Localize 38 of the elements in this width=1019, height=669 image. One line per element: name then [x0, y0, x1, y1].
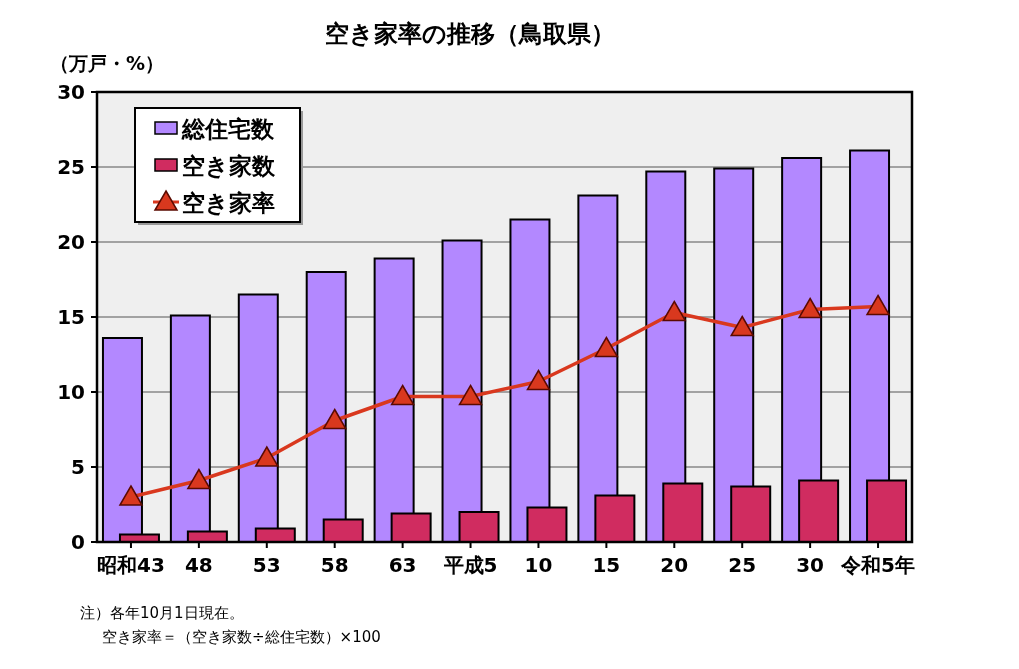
point — [187, 468, 211, 490]
text: 注）各年10月1日現在。 — [80, 604, 244, 622]
x-tick-label: 58 — [320, 553, 349, 577]
x-tick-label: 令和5年 — [840, 553, 915, 577]
x-tick-label: 昭和43 — [97, 553, 165, 577]
point — [119, 485, 143, 506]
x-tick-label: 25 — [728, 553, 757, 577]
point — [798, 297, 822, 319]
x-tick-label: 20 — [660, 553, 689, 577]
x-tick-label: 平成5 — [442, 553, 498, 577]
y-tick-label: 20 — [57, 230, 85, 254]
y-tick-label: 30 — [57, 80, 85, 104]
chart-title: 空き家率の推移（鳥取県） — [325, 20, 615, 48]
point — [594, 336, 619, 358]
y-tick-label: 25 — [57, 155, 85, 179]
x-tick-label: 48 — [184, 553, 213, 577]
point — [322, 408, 347, 430]
point — [730, 315, 754, 337]
legend-label: 空き家率 — [182, 190, 275, 216]
legend-label: 空き家数 — [182, 153, 276, 179]
y-tick-label: 5 — [71, 455, 85, 479]
y-tick-label: 10 — [57, 380, 85, 404]
y-tick-label: 0 — [71, 530, 85, 554]
point — [255, 446, 279, 467]
x-tick-label: 30 — [796, 553, 825, 577]
x-tick-label: 10 — [524, 553, 553, 577]
x-tick-label: 63 — [388, 553, 417, 577]
point — [866, 294, 890, 316]
point — [458, 384, 483, 406]
x-tick-label: 53 — [252, 553, 281, 577]
point — [662, 300, 687, 322]
x-tick-label: 15 — [592, 553, 621, 577]
legend-label: 総住宅数 — [181, 116, 275, 142]
y-axis-title: （万戸・%） — [50, 52, 165, 74]
point — [390, 384, 415, 406]
y-tick-label: 15 — [57, 305, 85, 329]
text: 空き家率＝（空き家数÷総住宅数）×100 — [102, 628, 381, 646]
point — [526, 369, 551, 391]
